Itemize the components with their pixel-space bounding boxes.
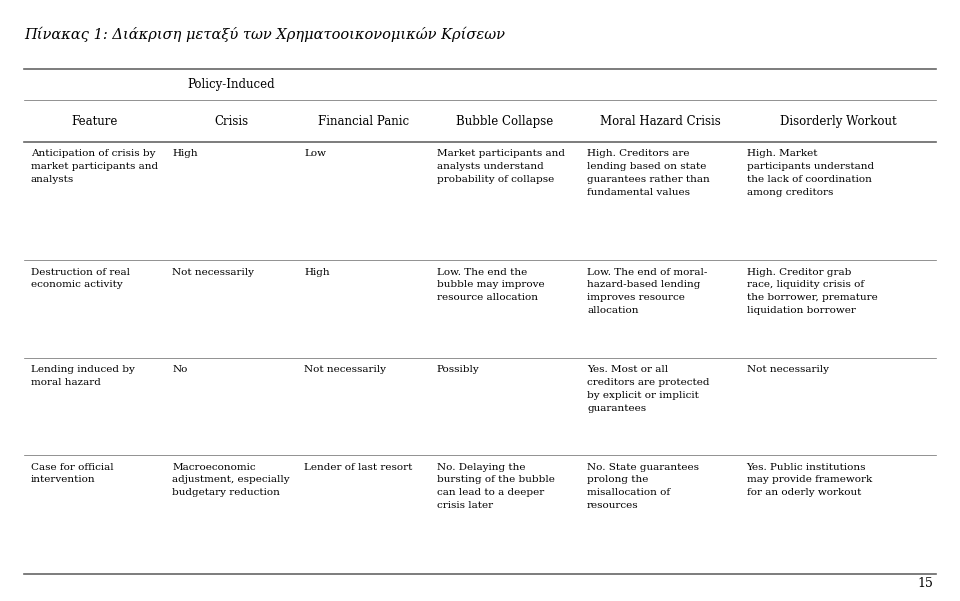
Text: No: No <box>172 365 187 374</box>
Text: Moral Hazard Crisis: Moral Hazard Crisis <box>600 115 721 127</box>
Text: Yes. Most or all
creditors are protected
by explicit or implicit
guarantees: Yes. Most or all creditors are protected… <box>587 365 709 413</box>
Text: Financial Panic: Financial Panic <box>318 115 409 127</box>
Text: Not necessarily: Not necessarily <box>747 365 828 374</box>
Text: Disorderly Workout: Disorderly Workout <box>780 115 897 127</box>
Text: Yes. Public institutions
may provide framework
for an oderly workout: Yes. Public institutions may provide fra… <box>747 463 872 497</box>
Text: Case for official
intervention: Case for official intervention <box>31 463 113 484</box>
Text: High: High <box>172 149 198 158</box>
Text: Not necessarily: Not necessarily <box>304 365 386 374</box>
Text: Destruction of real
economic activity: Destruction of real economic activity <box>31 267 130 290</box>
Text: Not necessarily: Not necessarily <box>172 267 254 276</box>
Text: Crisis: Crisis <box>214 115 249 127</box>
Text: Feature: Feature <box>71 115 118 127</box>
Text: Lender of last resort: Lender of last resort <box>304 463 413 472</box>
Text: 15: 15 <box>917 577 933 590</box>
Text: Policy-Induced: Policy-Induced <box>187 78 276 91</box>
Text: Low. The end the
bubble may improve
resource allocation: Low. The end the bubble may improve reso… <box>437 267 544 302</box>
Text: Low. The end of moral-
hazard-based lending
improves resource
allocation: Low. The end of moral- hazard-based lend… <box>587 267 708 315</box>
Text: Macroeconomic
adjustment, especially
budgetary reduction: Macroeconomic adjustment, especially bud… <box>172 463 290 497</box>
Text: Possibly: Possibly <box>437 365 479 374</box>
Text: High: High <box>304 267 330 276</box>
Text: Lending induced by
moral hazard: Lending induced by moral hazard <box>31 365 134 387</box>
Text: Bubble Collapse: Bubble Collapse <box>456 115 554 127</box>
Text: Anticipation of crisis by
market participants and
analysts: Anticipation of crisis by market partici… <box>31 149 157 184</box>
Text: Low: Low <box>304 149 326 158</box>
Text: Market participants and
analysts understand
probability of collapse: Market participants and analysts underst… <box>437 149 564 184</box>
Text: No. Delaying the
bursting of the bubble
can lead to a deeper
crisis later: No. Delaying the bursting of the bubble … <box>437 463 555 510</box>
Text: No. State guarantees
prolong the
misallocation of
resources: No. State guarantees prolong the misallo… <box>587 463 699 510</box>
Text: High. Creditor grab
race, liquidity crisis of
the borrower, premature
liquidatio: High. Creditor grab race, liquidity cris… <box>747 267 877 315</box>
Text: High. Creditors are
lending based on state
guarantees rather than
fundamental va: High. Creditors are lending based on sta… <box>587 149 709 197</box>
Text: High. Market
participants understand
the lack of coordination
among creditors: High. Market participants understand the… <box>747 149 874 197</box>
Text: Πίνακας 1: Διάκριση μεταξύ των Χρηματοοικονομικών Κρίσεων: Πίνακας 1: Διάκριση μεταξύ των Χρηματοοι… <box>24 27 505 42</box>
